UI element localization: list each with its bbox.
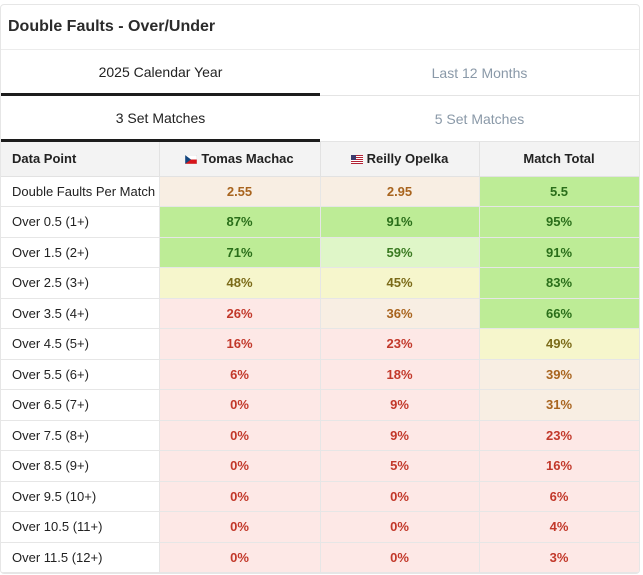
table-row: Over 11.5 (12+) 0% 0% 3%: [1, 542, 639, 573]
player1-value: 0%: [159, 542, 321, 573]
table-row: Double Faults Per Match 2.55 2.95 5.5: [1, 176, 639, 207]
table-row: Over 0.5 (1+) 87% 91% 95%: [1, 206, 639, 238]
row-label: Over 11.5 (12+): [1, 542, 160, 573]
table-row: Over 2.5 (3+) 48% 45% 83%: [1, 267, 639, 299]
table-row: Over 4.5 (5+) 16% 23% 49%: [1, 328, 639, 360]
card-title: Double Faults - Over/Under: [1, 5, 639, 50]
total-value: 66%: [479, 298, 639, 329]
double-faults-card: Double Faults - Over/Under 2025 Calendar…: [0, 4, 640, 574]
player2-value: 59%: [320, 237, 480, 268]
tab-3-set-matches[interactable]: 3 Set Matches: [1, 96, 320, 142]
czech-flag-icon: [185, 155, 198, 165]
player2-value: 9%: [320, 420, 480, 451]
player1-value: 16%: [159, 328, 321, 360]
player2-value: 91%: [320, 206, 480, 238]
player1-value: 48%: [159, 267, 321, 299]
header-player1: Tomas Machac: [159, 142, 321, 177]
row-label: Over 4.5 (5+): [1, 328, 160, 360]
row-label: Over 5.5 (6+): [1, 359, 160, 390]
player1-value: 6%: [159, 359, 321, 390]
tab-2025-calendar-year[interactable]: 2025 Calendar Year: [1, 50, 320, 96]
total-value: 4%: [479, 511, 639, 543]
player2-value: 45%: [320, 267, 480, 299]
total-value: 16%: [479, 450, 639, 482]
row-label: Over 8.5 (9+): [1, 450, 160, 482]
total-value: 31%: [479, 389, 639, 421]
header-data-point: Data Point: [1, 142, 160, 177]
header-player2-name: Reilly Opelka: [366, 151, 449, 167]
player2-value: 2.95: [320, 176, 480, 207]
table-row: Over 1.5 (2+) 71% 59% 91%: [1, 237, 639, 268]
total-value: 6%: [479, 481, 639, 512]
total-value: 23%: [479, 420, 639, 451]
tab-5-set-matches[interactable]: 5 Set Matches: [320, 96, 639, 142]
row-label: Over 6.5 (7+): [1, 389, 160, 421]
usa-flag-icon: [350, 155, 363, 165]
player1-value: 71%: [159, 237, 321, 268]
row-label: Over 3.5 (4+): [1, 298, 160, 329]
total-value: 3%: [479, 542, 639, 573]
player2-value: 18%: [320, 359, 480, 390]
player1-value: 2.55: [159, 176, 321, 207]
table-row: Over 10.5 (11+) 0% 0% 4%: [1, 511, 639, 543]
total-value: 49%: [479, 328, 639, 360]
table-row: Over 9.5 (10+) 0% 0% 6%: [1, 481, 639, 512]
row-label: Over 0.5 (1+): [1, 206, 160, 238]
player1-value: 0%: [159, 389, 321, 421]
row-label: Over 7.5 (8+): [1, 420, 160, 451]
player2-value: 9%: [320, 389, 480, 421]
stats-table: Data Point Tomas Machac: [1, 142, 639, 573]
player1-value: 0%: [159, 481, 321, 512]
player1-value: 0%: [159, 511, 321, 543]
total-value: 91%: [479, 237, 639, 268]
table-row: Over 7.5 (8+) 0% 9% 23%: [1, 420, 639, 451]
row-label: Over 9.5 (10+): [1, 481, 160, 512]
player1-value: 87%: [159, 206, 321, 238]
row-label: Over 2.5 (3+): [1, 267, 160, 299]
player1-value: 0%: [159, 420, 321, 451]
player2-value: 0%: [320, 542, 480, 573]
table-row: Over 5.5 (6+) 6% 18% 39%: [1, 359, 639, 390]
table-row: Over 6.5 (7+) 0% 9% 31%: [1, 389, 639, 421]
player2-value: 5%: [320, 450, 480, 482]
player2-value: 0%: [320, 481, 480, 512]
table-row: Over 8.5 (9+) 0% 5% 16%: [1, 450, 639, 482]
row-label: Over 10.5 (11+): [1, 511, 160, 543]
player1-value: 26%: [159, 298, 321, 329]
header-player2: Reilly Opelka: [320, 142, 480, 177]
total-value: 39%: [479, 359, 639, 390]
player2-value: 0%: [320, 511, 480, 543]
table-header-row: Data Point Tomas Machac: [1, 142, 639, 177]
table-row: Over 3.5 (4+) 26% 36% 66%: [1, 298, 639, 329]
total-value: 95%: [479, 206, 639, 238]
total-value: 83%: [479, 267, 639, 299]
row-label: Double Faults Per Match: [1, 176, 160, 207]
row-label: Over 1.5 (2+): [1, 237, 160, 268]
tab-last-12-months[interactable]: Last 12 Months: [320, 50, 639, 96]
player2-value: 23%: [320, 328, 480, 360]
total-value: 5.5: [479, 176, 639, 207]
header-player1-name: Tomas Machac: [201, 151, 294, 167]
player2-value: 36%: [320, 298, 480, 329]
period-tabs: 2025 Calendar Year Last 12 Months: [1, 50, 639, 96]
header-match-total: Match Total: [479, 142, 639, 177]
match-format-tabs: 3 Set Matches 5 Set Matches: [1, 96, 639, 142]
player1-value: 0%: [159, 450, 321, 482]
